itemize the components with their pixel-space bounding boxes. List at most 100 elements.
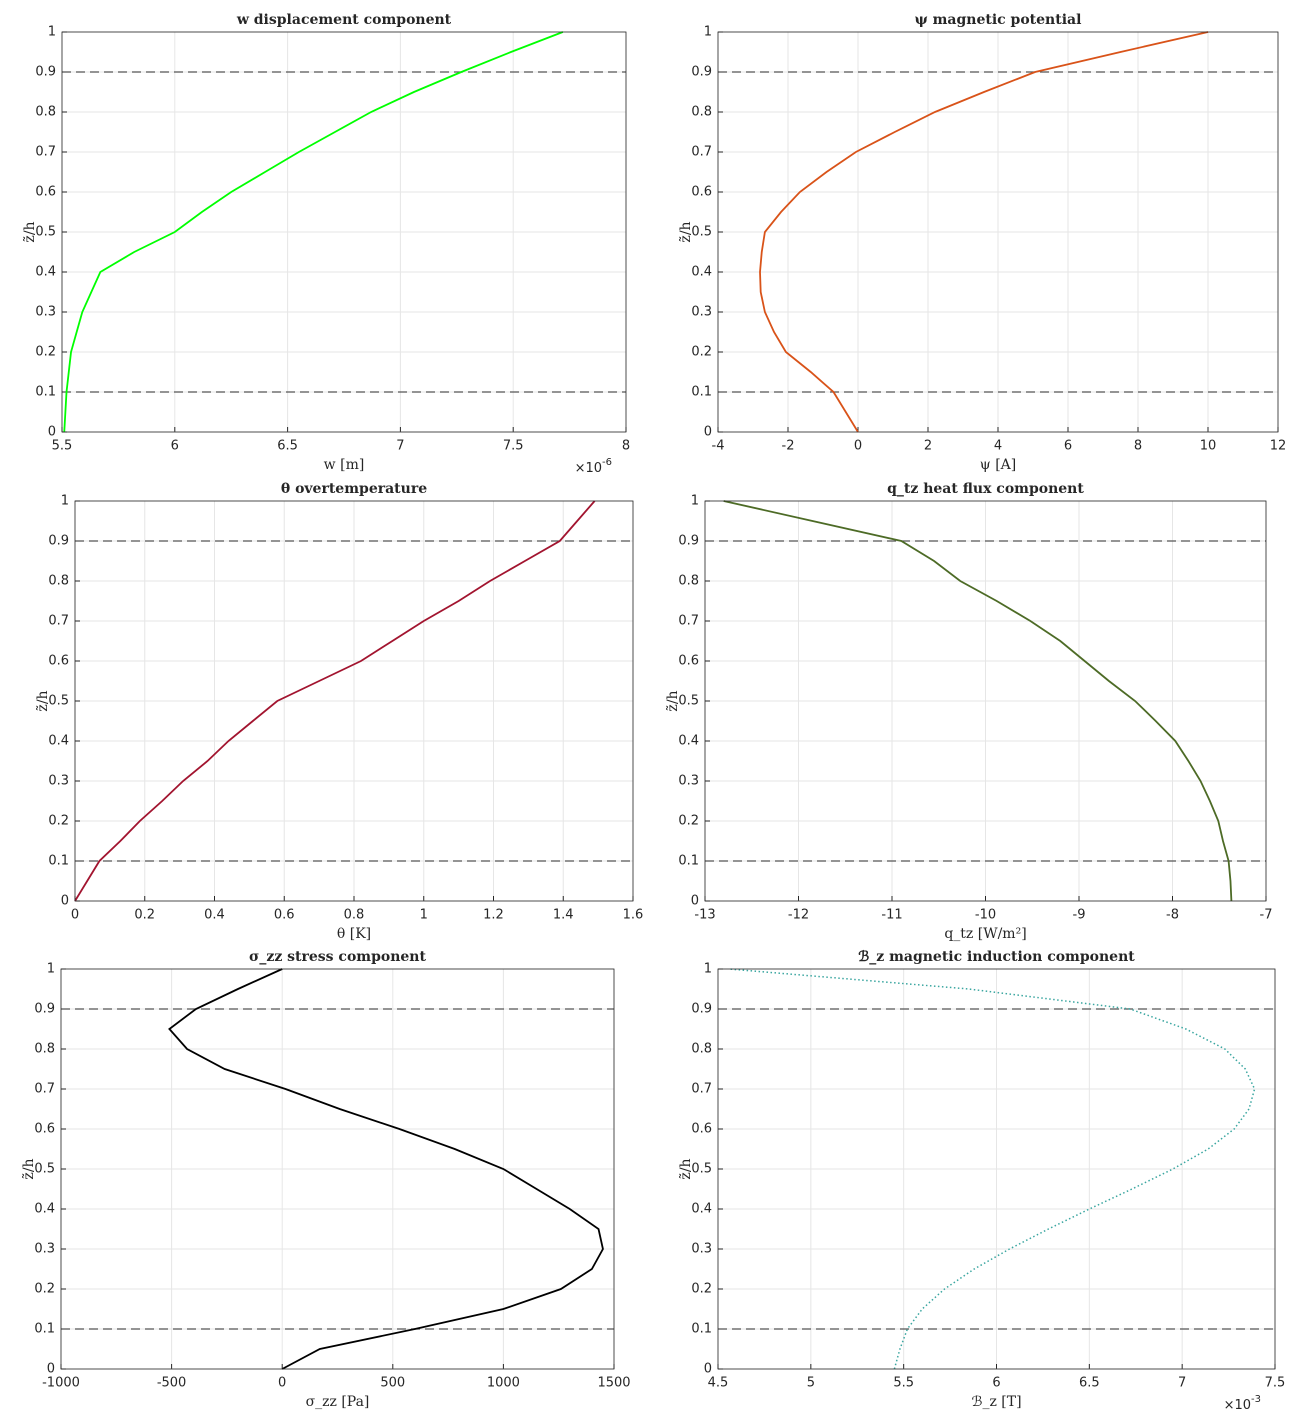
y-tick-label: 0.3	[48, 774, 69, 789]
x-tick-label: 1500	[597, 1376, 630, 1391]
y-tick-label: 0.6	[34, 1122, 55, 1137]
x-tick-label: 0.2	[134, 908, 155, 923]
x-tick-label: 0.8	[344, 908, 365, 923]
y-tick-label: 0.9	[35, 65, 56, 80]
y-tick-label: 0.2	[35, 345, 56, 360]
x-tick-label: 1.6	[623, 908, 644, 923]
y-tick-label: 0.3	[34, 1242, 55, 1257]
axes-box	[74, 500, 634, 902]
x-exponent-base: ×10	[1224, 1398, 1251, 1413]
x-tick-label: 6	[1064, 439, 1072, 454]
y-tick-label: 0.2	[691, 345, 712, 360]
y-tick-label: 0.5	[35, 225, 56, 240]
axes-box	[717, 968, 1276, 1370]
y-tick-label: 0.6	[691, 1122, 712, 1137]
x-tick-label: 1.4	[553, 908, 574, 923]
x-tick-label: 6.5	[1079, 1376, 1100, 1391]
x-tick-label: 12	[1270, 439, 1287, 454]
y-tick-label: 0.9	[691, 1002, 712, 1017]
x-exponent: ×10-6	[575, 457, 612, 476]
y-tick-label: 0.7	[691, 1082, 712, 1097]
x-tick-label: 4.5	[708, 1376, 729, 1391]
y-tick-label: 0.1	[48, 854, 69, 869]
data-line	[63, 31, 564, 433]
axes-box	[61, 31, 627, 433]
y-tick-label: 0.2	[691, 1282, 712, 1297]
y-tick-label: 0	[61, 894, 69, 909]
y-tick-label: 0.5	[34, 1162, 55, 1177]
x-tick-label: 8	[622, 439, 630, 454]
y-tick-label: 0.3	[691, 1242, 712, 1257]
chart-title: σ_zz stress component	[249, 949, 426, 965]
x-axis-label: ℬ_z [T]	[971, 1394, 1021, 1410]
x-axis-label: w [m]	[324, 457, 365, 473]
x-tick-label: 6.5	[277, 439, 298, 454]
axes-box	[704, 500, 1267, 902]
y-tick-label: 0.9	[678, 534, 699, 549]
x-tick-label: 7.5	[503, 439, 524, 454]
y-tick-label: 0.2	[48, 814, 69, 829]
x-tick-label: -10	[975, 908, 996, 923]
data-line	[74, 500, 596, 902]
y-tick-label: 0.5	[48, 694, 69, 709]
x-axis-label: q_tz [W/m²]	[944, 926, 1026, 942]
y-tick-label: 1	[704, 25, 712, 40]
x-tick-label: -13	[694, 908, 715, 923]
y-tick-label: 0.5	[691, 1162, 712, 1177]
y-tick-label: 0.3	[678, 774, 699, 789]
x-axis-label: θ [K]	[337, 926, 371, 942]
y-tick-label: 0.1	[34, 1322, 55, 1337]
y-tick-label: 0.7	[34, 1082, 55, 1097]
data-line	[168, 968, 604, 1370]
y-tick-label: 1	[48, 25, 56, 40]
y-tick-label: 0	[47, 1362, 55, 1377]
chart-title: θ overtemperature	[281, 481, 427, 497]
y-tick-label: 0.3	[35, 305, 56, 320]
chart-title: ℬ_z magnetic induction component	[858, 949, 1135, 965]
x-exponent: ×10-3	[1224, 1394, 1261, 1413]
chart-title: ψ magnetic potential	[915, 12, 1082, 28]
y-tick-label: 0.9	[691, 65, 712, 80]
y-tick-label: 0.7	[691, 145, 712, 160]
y-tick-label: 1	[61, 494, 69, 509]
x-tick-label: 10	[1200, 439, 1217, 454]
axes-box	[717, 31, 1279, 433]
y-tick-label: 0.1	[691, 385, 712, 400]
y-tick-label: 0.8	[691, 105, 712, 120]
y-axis-label: z̃/h	[678, 1158, 694, 1179]
x-tick-label: 0	[278, 1376, 286, 1391]
axes-box	[60, 968, 615, 1370]
y-tick-label: 0.4	[35, 265, 56, 280]
y-tick-label: 0.2	[678, 814, 699, 829]
x-tick-label: 5.5	[893, 1376, 914, 1391]
x-tick-label: 7.5	[1265, 1376, 1286, 1391]
data-line	[723, 500, 1233, 902]
y-tick-label: 0.8	[691, 1042, 712, 1057]
x-tick-label: -7	[1260, 908, 1273, 923]
y-axis-label: z̃/h	[21, 1158, 37, 1179]
y-axis-label: z̃/h	[678, 221, 694, 242]
y-tick-label: 0.9	[48, 534, 69, 549]
x-tick-label: -4	[712, 439, 725, 454]
y-tick-label: 1	[47, 962, 55, 977]
x-tick-label: 6	[171, 439, 179, 454]
x-tick-label: 0	[71, 908, 79, 923]
x-tick-label: -1000	[42, 1376, 80, 1391]
y-tick-label: 0.4	[691, 1202, 712, 1217]
x-tick-label: -9	[1073, 908, 1086, 923]
y-tick-label: 0.7	[678, 614, 699, 629]
y-tick-label: 0	[48, 425, 56, 440]
y-tick-label: 0.7	[48, 614, 69, 629]
y-tick-label: 0.8	[48, 574, 69, 589]
y-tick-label: 0.4	[691, 265, 712, 280]
y-axis-label: z̃/h	[22, 221, 38, 242]
x-tick-label: -12	[788, 908, 809, 923]
chart-title: q_tz heat flux component	[887, 481, 1084, 497]
y-tick-label: 0.2	[34, 1282, 55, 1297]
y-tick-label: 0.4	[34, 1202, 55, 1217]
x-axis-label: σ_zz [Pa]	[306, 1394, 370, 1410]
y-tick-label: 0.4	[678, 734, 699, 749]
x-tick-label: 4	[994, 439, 1002, 454]
y-tick-label: 0	[704, 1362, 712, 1377]
